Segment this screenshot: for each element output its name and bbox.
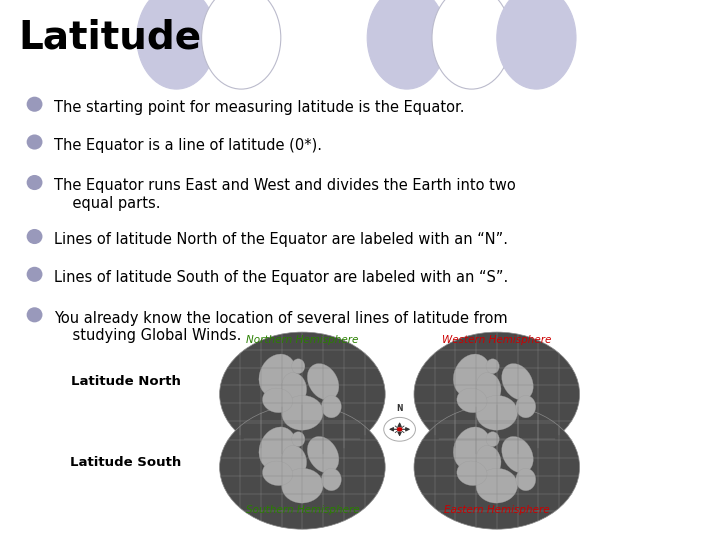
Ellipse shape (486, 359, 499, 374)
Ellipse shape (476, 373, 501, 403)
Ellipse shape (27, 307, 42, 322)
Text: Lines of latitude South of the Equator are labeled with an “S”.: Lines of latitude South of the Equator a… (54, 270, 508, 285)
Ellipse shape (282, 446, 307, 476)
Ellipse shape (27, 267, 42, 282)
Ellipse shape (292, 431, 305, 447)
Text: Lines of latitude North of the Equator are labeled with an “N”.: Lines of latitude North of the Equator a… (54, 232, 508, 247)
Ellipse shape (27, 229, 42, 244)
Ellipse shape (457, 461, 487, 485)
Ellipse shape (457, 388, 487, 413)
Circle shape (397, 427, 402, 431)
Ellipse shape (432, 0, 511, 89)
Ellipse shape (307, 436, 339, 473)
Ellipse shape (414, 405, 580, 529)
Ellipse shape (202, 0, 281, 89)
Text: Latitude: Latitude (18, 19, 201, 57)
Ellipse shape (476, 395, 518, 430)
Ellipse shape (220, 332, 385, 456)
Ellipse shape (454, 354, 490, 397)
Text: Western Hemisphere: Western Hemisphere (442, 335, 552, 345)
Text: Southern Hemisphere: Southern Hemisphere (246, 505, 359, 515)
Ellipse shape (27, 97, 42, 112)
Ellipse shape (502, 363, 534, 400)
Ellipse shape (502, 436, 534, 473)
Text: The Equator runs East and West and divides the Earth into two
    equal parts.: The Equator runs East and West and divid… (54, 178, 516, 211)
Text: You already know the location of several lines of latitude from
    studying Glo: You already know the location of several… (54, 310, 508, 343)
Text: Latitude South: Latitude South (71, 456, 181, 469)
Ellipse shape (27, 175, 42, 190)
Circle shape (384, 417, 415, 441)
Ellipse shape (220, 405, 385, 529)
Ellipse shape (486, 431, 499, 447)
Ellipse shape (259, 354, 296, 397)
Ellipse shape (414, 332, 580, 456)
Ellipse shape (282, 468, 323, 503)
Text: Eastern Hemisphere: Eastern Hemisphere (444, 505, 549, 515)
Ellipse shape (263, 388, 292, 413)
Ellipse shape (307, 363, 339, 400)
Ellipse shape (282, 395, 323, 430)
Ellipse shape (282, 373, 307, 403)
Text: The starting point for measuring latitude is the Equator.: The starting point for measuring latitud… (54, 100, 464, 115)
Ellipse shape (321, 395, 341, 418)
Ellipse shape (321, 468, 341, 491)
Text: Northern Hemisphere: Northern Hemisphere (246, 335, 359, 345)
Text: N: N (396, 404, 403, 413)
Ellipse shape (263, 461, 292, 485)
Ellipse shape (137, 0, 216, 89)
Ellipse shape (27, 134, 42, 150)
Ellipse shape (476, 446, 501, 476)
Ellipse shape (367, 0, 446, 89)
Ellipse shape (476, 468, 518, 503)
Ellipse shape (292, 359, 305, 374)
Ellipse shape (259, 427, 296, 470)
Ellipse shape (454, 427, 490, 470)
Ellipse shape (497, 0, 576, 89)
Ellipse shape (516, 395, 536, 418)
Ellipse shape (516, 468, 536, 491)
Text: Latitude North: Latitude North (71, 375, 181, 388)
Text: The Equator is a line of latitude (0*).: The Equator is a line of latitude (0*). (54, 138, 322, 153)
